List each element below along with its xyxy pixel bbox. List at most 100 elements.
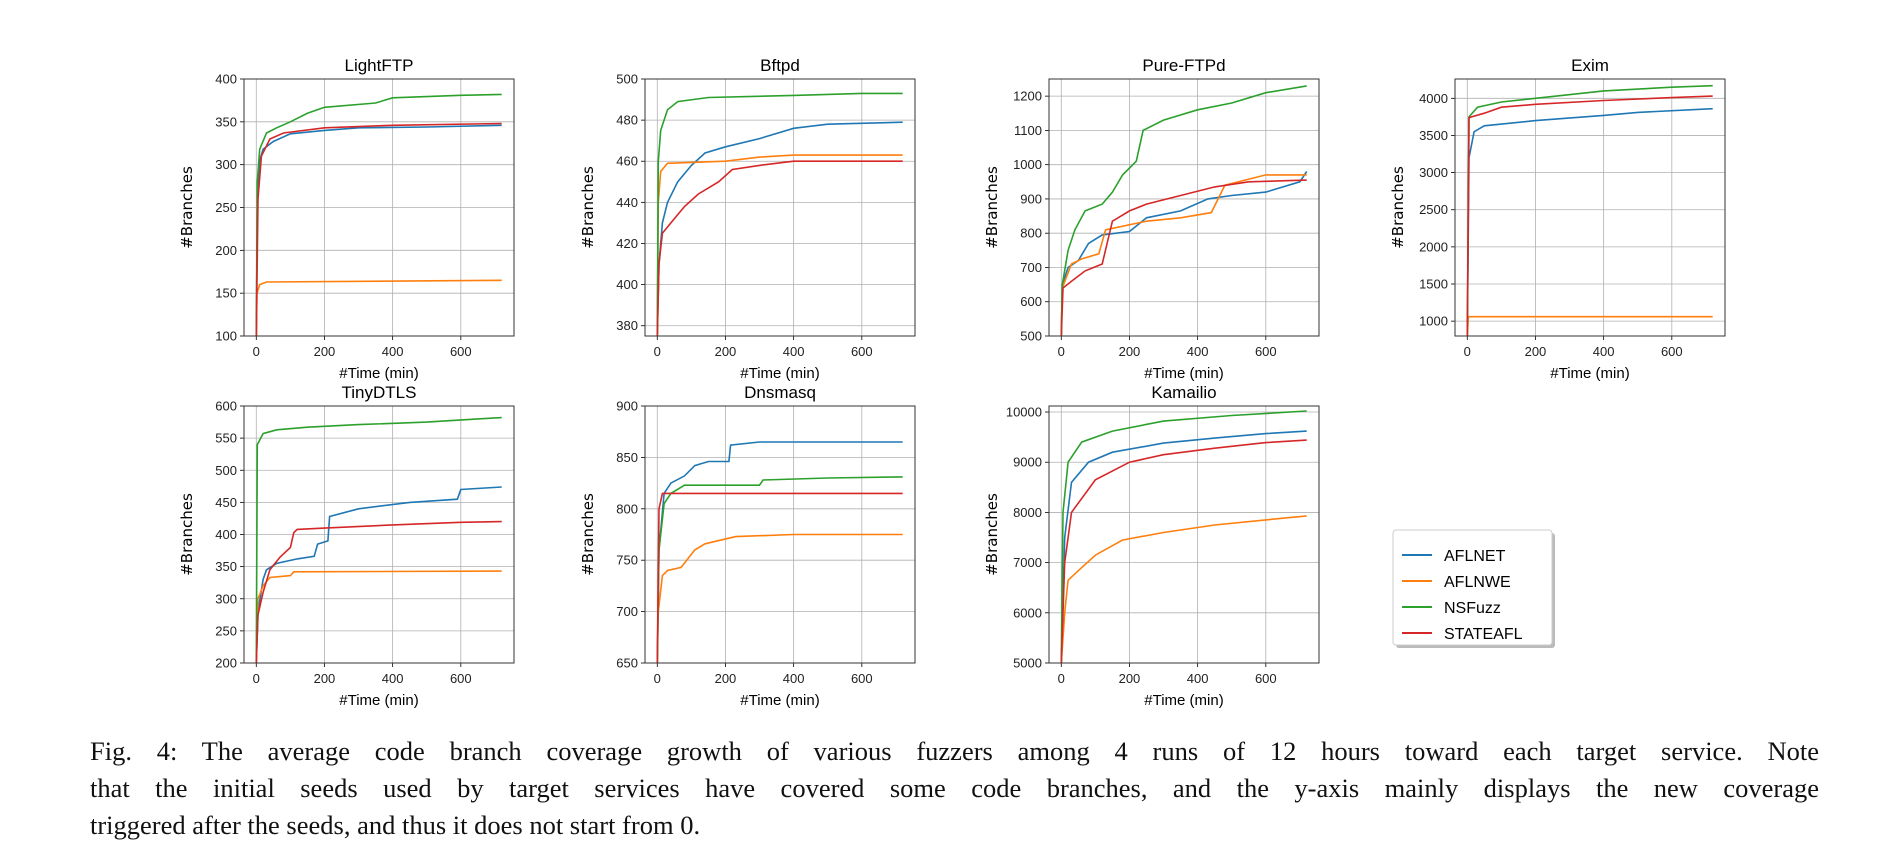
legend-label-nsfuzz: NSFuzz [1444,600,1501,617]
y-tick-label: 600 [1020,294,1042,309]
plot-frame [1048,78,1320,337]
series-line-nsfuzz [255,93,502,336]
y-tick-label: 200 [215,656,237,671]
y-tick-label: 4000 [1419,91,1448,106]
x-tick-label: 600 [450,344,472,359]
chart-title: TinyDTLS [342,383,417,402]
y-tick-label: 400 [215,527,237,542]
y-tick-label: 100 [215,329,237,344]
x-tick-label: 200 [314,344,336,359]
y-tick-label: 440 [616,195,638,210]
x-tick-label: 0 [253,344,260,359]
x-tick-label: 0 [654,344,661,359]
series-line-aflnet [656,441,903,663]
series-line-stateafl [255,122,502,336]
y-tick-label: 800 [1020,226,1042,241]
y-tick-label: 3000 [1419,165,1448,180]
x-tick-label: 600 [1255,671,1277,686]
x-axis-label: #Time (min) [740,365,819,382]
chart-title: Kamailio [1151,383,1216,402]
series-line-aflnwe [656,533,903,663]
x-tick-label: 600 [851,344,873,359]
series-line-stateafl [255,520,502,663]
plot-frame [1454,78,1726,337]
y-tick-label: 3500 [1419,128,1448,143]
series-line-aflnet [1060,430,1307,663]
y-tick-label: 500 [1020,329,1042,344]
y-tick-label: 150 [215,286,237,301]
y-tick-label: 2500 [1419,202,1448,217]
chart-tinydtls: TinyDTLS 0 200 400 600 200 250 300 350 400 450 500 5… [178,383,515,709]
y-axis-label: #Branches [983,166,1001,249]
chart-title: Bftpd [760,56,800,75]
y-tick-label: 700 [1020,260,1042,275]
plot-frame [644,78,916,337]
series-line-aflnet [255,486,502,663]
x-tick-label: 200 [715,671,737,686]
chart-pure-ftpd: Pure-FTPd 0 200 400 600 500 600 700 800 900 1000 11… [983,56,1320,382]
series-line-aflnwe [1060,515,1307,663]
y-tick-label: 460 [616,154,638,169]
y-tick-label: 10000 [1006,405,1042,420]
y-axis-label: #Branches [178,166,196,249]
y-tick-label: 400 [215,72,237,87]
series-line-aflnet [1466,107,1713,336]
series-line-aflnwe [1060,174,1307,336]
series-line-aflnet [255,124,502,336]
y-tick-label: 5000 [1013,656,1042,671]
x-tick-label: 600 [851,671,873,686]
y-tick-label: 1000 [1013,157,1042,172]
plot-frame [1048,405,1320,664]
y-axis-label: #Branches [983,493,1001,576]
y-tick-label: 500 [215,463,237,478]
series-line-aflnwe [656,154,903,336]
chart-title: Exim [1571,56,1609,75]
y-tick-label: 300 [215,591,237,606]
chart-title: Dnsmasq [744,383,816,402]
x-tick-label: 0 [1058,344,1065,359]
y-tick-label: 1000 [1419,314,1448,329]
y-tick-label: 700 [616,604,638,619]
y-tick-label: 380 [616,318,638,333]
y-tick-label: 850 [616,450,638,465]
chart-title: LightFTP [345,56,414,75]
x-tick-label: 400 [1187,671,1209,686]
series-line-stateafl [1060,179,1307,336]
series-line-nsfuzz [1466,84,1713,336]
x-tick-label: 200 [1525,344,1547,359]
x-tick-label: 0 [654,671,661,686]
y-tick-label: 900 [616,399,638,414]
y-tick-label: 750 [616,553,638,568]
y-tick-label: 900 [1020,191,1042,206]
y-axis-label: #Branches [1389,166,1407,249]
x-tick-label: 600 [1661,344,1683,359]
caption-line-2: that the initial seeds used by target se… [90,773,1819,803]
legend-box [1392,529,1553,646]
x-axis-label: #Time (min) [740,692,819,709]
chart-title: Pure-FTPd [1142,56,1225,75]
y-axis-label: #Branches [178,493,196,576]
caption-line-1: Fig. 4: The average code branch coverage… [90,736,1819,766]
y-tick-label: 300 [215,157,237,172]
series-line-nsfuzz [255,416,502,663]
figure: LightFTP 0 200 400 600 100 150 200 250 300 350 400 #… [178,56,1726,709]
y-tick-label: 7000 [1013,555,1042,570]
x-tick-label: 400 [783,671,805,686]
y-tick-label: 1500 [1419,277,1448,292]
y-tick-label: 480 [616,113,638,128]
chart-kamailio: Kamailio 0 200 400 600 5000 6000 7000 8000 9000 10… [983,383,1320,709]
x-axis-label: #Time (min) [1144,692,1223,709]
y-axis-label: #Branches [579,166,597,249]
y-tick-label: 1100 [1014,123,1042,138]
x-tick-label: 0 [1058,671,1065,686]
x-axis-label: #Time (min) [1144,365,1223,382]
y-tick-label: 500 [616,72,638,87]
x-tick-label: 200 [1119,671,1141,686]
series-line-stateafl [1060,439,1307,663]
legend: AFLNET AFLNWE NSFuzz STATEAFL [1392,529,1555,648]
chart-bftpd: Bftpd 0 200 400 600 380 400 420 440 460 480 500 #Tim… [579,56,916,382]
x-tick-label: 400 [1593,344,1615,359]
series-line-stateafl [656,492,903,663]
y-tick-label: 800 [616,501,638,516]
caption-line-3: triggered after the seeds, and thus it d… [90,810,701,840]
